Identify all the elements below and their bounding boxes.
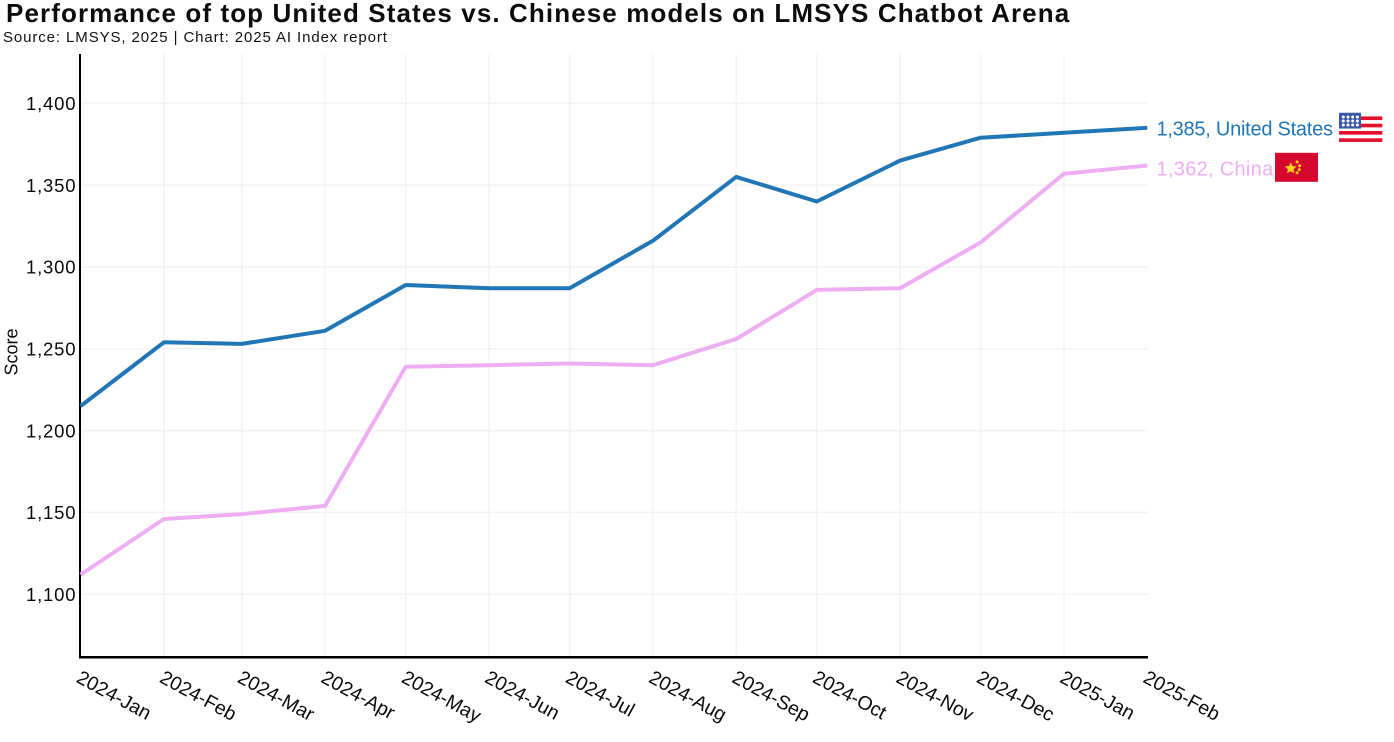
svg-text:Performance of top United Stat: Performance of top United States vs. Chi…	[6, 0, 1070, 28]
svg-text:1,350: 1,350	[26, 175, 76, 196]
svg-text:1,400: 1,400	[26, 93, 76, 114]
svg-text:1,100: 1,100	[26, 584, 76, 605]
svg-text:Score: Score	[2, 328, 22, 375]
svg-text:2024-Feb: 2024-Feb	[156, 667, 240, 726]
svg-text:2024-Jul: 2024-Jul	[562, 667, 638, 722]
svg-text:2024-Sep: 2024-Sep	[729, 667, 814, 727]
svg-text:Source: LMSYS, 2025 | Chart: 2: Source: LMSYS, 2025 | Chart: 2025 AI Ind…	[3, 29, 388, 46]
svg-text:2024-Aug: 2024-Aug	[645, 667, 730, 727]
svg-text:1,300: 1,300	[26, 257, 76, 278]
svg-text:1,250: 1,250	[26, 339, 76, 360]
svg-text:2024-Apr: 2024-Apr	[317, 667, 398, 725]
svg-text:1,200: 1,200	[26, 420, 76, 441]
svg-text:1,150: 1,150	[26, 502, 76, 523]
svg-text:1,362, China: 1,362, China	[1157, 159, 1275, 181]
svg-text:2024-Oct: 2024-Oct	[809, 667, 890, 725]
svg-text:2024-May: 2024-May	[398, 667, 485, 728]
svg-text:2024-Jan: 2024-Jan	[73, 667, 155, 725]
svg-text:2024-Mar: 2024-Mar	[234, 667, 318, 726]
svg-text:1,385, United States: 1,385, United States	[1157, 119, 1333, 141]
svg-text:2024-Dec: 2024-Dec	[973, 667, 1058, 727]
svg-text:2025-Feb: 2025-Feb	[1140, 667, 1224, 726]
svg-text:2024-Jun: 2024-Jun	[481, 667, 563, 725]
svg-text:2025-Jan: 2025-Jan	[1056, 667, 1138, 725]
svg-text:2024-Nov: 2024-Nov	[892, 667, 977, 727]
